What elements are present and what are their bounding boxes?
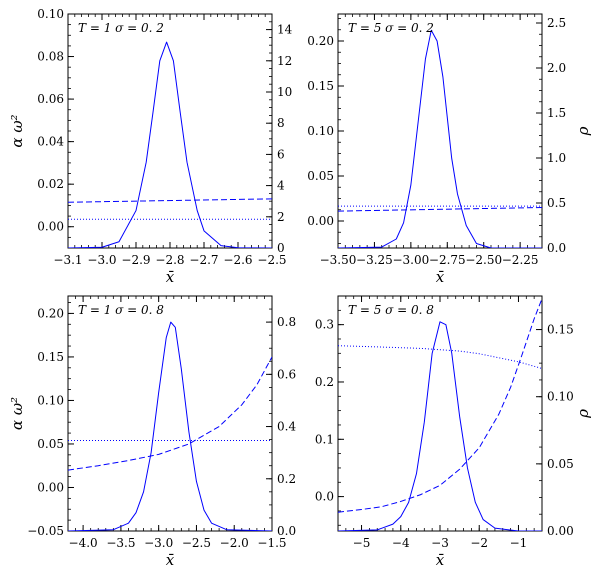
x-tick-label: −3.0	[144, 536, 173, 550]
panel-label: T = 5 σ = 0. 8	[348, 303, 434, 317]
y-right-tick-label: 6	[277, 147, 285, 161]
y-right-tick-label: 4	[277, 179, 285, 193]
plot-frame	[337, 295, 543, 532]
y-right-tick-label: 0.4	[277, 420, 296, 434]
chart-panel-4: −5 −4 −3 −2 −1 0.0 0.1 0.2 0.3 0.00 0.05 0.10 0.15 T …	[315, 295, 592, 569]
y-left-tick-label: 0.1	[315, 432, 334, 446]
y-right-tick-label: 2	[277, 210, 285, 224]
series-line-dashed	[68, 356, 272, 471]
y-left-axis-label: α ω²	[8, 114, 26, 147]
plot-frame	[67, 295, 273, 532]
series-line-dashed	[68, 198, 272, 203]
y-left-tick-label: 0.3	[315, 318, 334, 332]
x-axis-label: x̄	[166, 268, 175, 286]
y-right-tick-label: 0.10	[547, 390, 574, 404]
x-tick-label: −2.9	[121, 253, 150, 267]
y-left-tick-label: 0.06	[37, 92, 64, 106]
x-tick-label: −2.8	[155, 253, 184, 267]
y-right-tick-label: 0	[277, 241, 285, 255]
x-tick-label: −3.50	[320, 253, 357, 267]
y-right-tick-label: 0.15	[547, 323, 574, 337]
y-left-tick-label: 0.20	[307, 34, 334, 48]
y-left-tick-label: 0.08	[37, 50, 64, 64]
plot-frame	[67, 13, 273, 249]
x-tick-label: −2.5	[257, 253, 286, 267]
x-tick-label: −1	[510, 536, 528, 550]
x-tick-label: −3.1	[53, 253, 82, 267]
y-left-tick-label: 0.00	[37, 480, 64, 494]
x-tick-label: −2.5	[182, 536, 211, 550]
x-tick-label: −4	[392, 536, 410, 550]
y-right-axis-label: ρ	[574, 409, 592, 419]
panel-label: T = 5 σ = 0. 2	[348, 21, 434, 35]
x-axis-label: x̄	[166, 551, 175, 569]
y-left-tick-label: 0.05	[37, 437, 64, 451]
y-right-tick-label: 14	[277, 23, 293, 37]
series-line-dashed	[338, 207, 542, 212]
x-tick-label: −5	[353, 536, 371, 550]
y-left-tick-label: 0.0	[315, 490, 334, 504]
y-right-tick-label: 0.05	[547, 457, 574, 471]
y-right-tick-label: 12	[277, 54, 292, 68]
y-right-tick-label: 2.0	[547, 61, 566, 75]
chart-panel-1: −3.1 −3.0 −2.9 −2.8 −2.7 −2.6 −2.5 0.00 0.02 0.04…	[8, 7, 293, 286]
y-left-axis-label: α ω²	[8, 397, 26, 430]
plot-frame	[337, 13, 543, 249]
y-left-tick-label: 0.05	[307, 169, 334, 183]
series-line-dotted	[338, 345, 542, 369]
x-tick-label: −1.5	[257, 536, 286, 550]
x-tick-label: −3.0	[87, 253, 116, 267]
x-tick-label: −2.75	[429, 253, 466, 267]
x-axis-label: x̄	[436, 268, 445, 286]
x-tick-label: −2.6	[223, 253, 252, 267]
x-tick-label: −3.00	[392, 253, 429, 267]
series-line-solid	[68, 41, 272, 248]
y-right-tick-label: 10	[277, 85, 292, 99]
series-line-dashed	[338, 298, 542, 513]
chart-panel-2: −3.50 −3.25 −3.00 −2.75 −2.50 −2.25 0.00 0.05 0.…	[307, 13, 592, 286]
series-line-solid	[68, 321, 272, 531]
y-left-tick-label: 0.2	[315, 375, 334, 389]
y-left-tick-label: 0.00	[37, 220, 64, 234]
y-right-tick-label: 1.0	[547, 151, 566, 165]
y-right-tick-label: 2.5	[547, 16, 566, 30]
y-left-tick-label: 0.10	[37, 7, 64, 21]
x-tick-label: −2.0	[220, 536, 249, 550]
y-right-tick-label: 0.0	[547, 241, 566, 255]
panel-label: T = 1 σ = 0. 8	[78, 303, 164, 317]
y-left-tick-label: 0.10	[307, 124, 334, 138]
series-line-solid	[338, 29, 542, 248]
x-tick-label: −2.7	[189, 253, 218, 267]
x-tick-label: −2	[470, 536, 488, 550]
x-tick-label: −2.25	[502, 253, 539, 267]
y-left-tick-label: 0.15	[37, 350, 64, 364]
x-tick-label: −2.50	[465, 253, 502, 267]
chart-panel-3: −4.0 −3.5 −3.0 −2.5 −2.0 −1.5 −0.05 0.00 0.05 0.1…	[8, 295, 296, 569]
series-line-solid	[338, 321, 542, 531]
x-tick-label: −4.0	[69, 536, 98, 550]
x-tick-label: −3.5	[106, 536, 135, 550]
y-right-tick-label: 0.8	[277, 315, 296, 329]
x-tick-label: −3	[431, 536, 449, 550]
y-right-tick-label: 0.2	[277, 472, 296, 486]
y-right-tick-label: 8	[277, 116, 285, 130]
y-left-tick-label: 0.20	[37, 306, 64, 320]
x-tick-label: −3.25	[356, 253, 393, 267]
y-left-tick-label: 0.10	[37, 393, 64, 407]
y-right-tick-label: 0.6	[277, 367, 296, 381]
y-right-tick-label: 1.5	[547, 106, 566, 120]
y-right-axis-label: ρ	[574, 126, 592, 136]
y-left-tick-label: 0.04	[37, 135, 64, 149]
y-right-tick-label: 0.5	[547, 196, 566, 210]
y-right-tick-label: 0.00	[547, 524, 574, 538]
y-left-tick-label: 0.02	[37, 177, 64, 191]
y-left-tick-label: −0.05	[27, 524, 64, 538]
y-left-tick-label: 0.15	[307, 79, 334, 93]
panel-label: T = 1 σ = 0. 2	[78, 21, 164, 35]
x-axis-label: x̄	[436, 551, 445, 569]
y-left-tick-label: 0.00	[307, 214, 334, 228]
y-right-tick-label: 0.0	[277, 524, 296, 538]
